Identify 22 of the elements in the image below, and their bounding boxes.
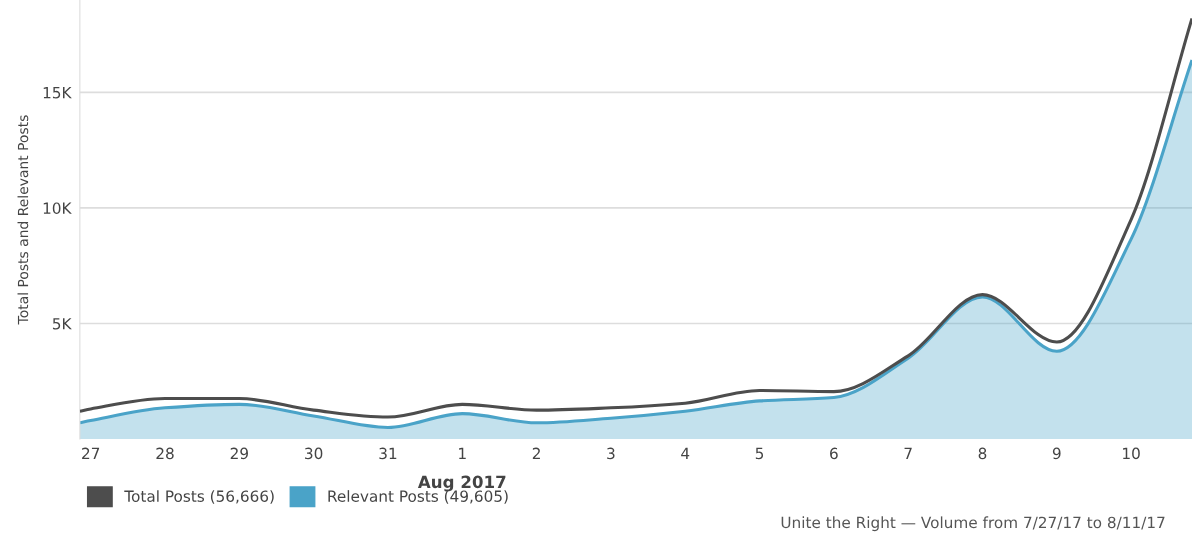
x-tick-label: 27 [82,447,100,459]
x-tick-label: 31 [379,447,397,460]
x-tick-label: 5 [755,447,764,460]
x-tick-label: 10 [1123,447,1140,460]
x-tick-label: 9 [1052,447,1061,460]
x-tick-label: 6 [830,447,838,460]
x-tick-label: 30 [305,447,323,460]
legend-label: Total Posts (56,666) [124,490,274,504]
x-tick-label: 28 [156,447,174,460]
x-tick-label: 7 [904,447,912,459]
x-tick-label: 4 [681,447,690,459]
x-tick-label: 3 [607,447,615,460]
x-tick-label: 2 [532,447,540,459]
y-tick-label: 15K [43,87,72,99]
x-tick-label: 1 [459,447,466,459]
x-tick-label: 29 [230,447,248,460]
y-tick-label: 5K [52,318,72,330]
x-tick-label: 8 [978,447,987,460]
y-axis-title: Total Posts and Relevant Posts [17,115,29,325]
legend-label: Relevant Posts (49,605) [328,490,508,504]
text: Unite the Right — Volume from 7/27/17 to 8/11/17 [781,516,1165,532]
y-tick-label: 10K [43,202,72,214]
